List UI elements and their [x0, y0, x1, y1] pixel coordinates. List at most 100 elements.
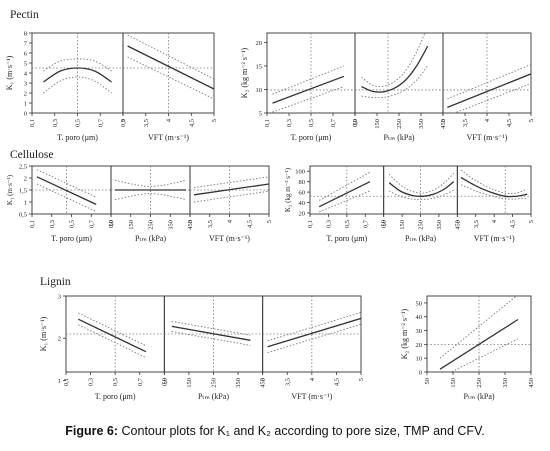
x-tick-label: 0,7: [137, 377, 144, 386]
ci-upper-line: [127, 34, 214, 80]
x-tick-label: 250: [396, 119, 403, 129]
x-tick-label: 4: [491, 219, 498, 223]
x-tick-label: 50: [161, 378, 168, 385]
y-tick-label: 1,5: [19, 188, 27, 195]
section-title: Lignin: [40, 276, 71, 288]
section-title: Cellulose: [10, 149, 53, 161]
ci-upper-line: [171, 320, 251, 336]
panel-3: 3 3,5 4 4,5 5 VFT (m·s⁻¹): [440, 32, 535, 142]
ci-upper-line: [447, 64, 531, 100]
ci-lower-line: [114, 193, 187, 201]
x-tick-label: 3,5: [284, 378, 291, 386]
y-tick-label: 80: [299, 179, 306, 186]
x-tick-label: 3,5: [207, 220, 214, 228]
y-tick-label: 5: [259, 111, 262, 118]
section-title: Pectin: [10, 9, 39, 21]
y-tick-label: 4: [24, 71, 28, 78]
panel-frame: [354, 32, 444, 114]
ci-upper-line: [460, 169, 528, 195]
caption-text: Contour plots for K₁ and K₂ according to…: [121, 424, 485, 438]
ci-lower-line: [193, 190, 269, 203]
y-tick-label: 2: [24, 176, 27, 183]
x-tick-label: 0,7: [97, 118, 104, 127]
x-tick-label: 3,5: [143, 119, 150, 127]
panel-data: [388, 172, 455, 200]
x-tick-label: 5: [266, 220, 273, 223]
x-tick-label: 0,1: [264, 119, 271, 127]
y-tick-label: 3: [58, 294, 61, 301]
x-axis-label: VFT (m·s⁻¹): [474, 234, 515, 243]
x-axis-label: T. poro (μm): [326, 234, 367, 243]
y-tick-label: 7: [24, 41, 28, 48]
chart-group-6: K₂ (kg m⁻² s⁻¹) 0 10 20 30 40 50 50 150 250 350 450…: [400, 295, 535, 401]
x-tick-label: 250: [476, 378, 483, 388]
x-tick-label: 350: [436, 220, 443, 230]
ci-lower-line: [267, 323, 361, 354]
panel-data: [267, 312, 361, 354]
panel-data: [36, 169, 97, 213]
caption-label: Figure 6:: [65, 424, 119, 438]
fit-line: [272, 75, 345, 104]
x-tick-label: 50: [424, 378, 431, 385]
x-tick-label: 50: [352, 119, 359, 126]
x-tick-label: 5: [211, 119, 218, 122]
panel-data: [447, 64, 531, 113]
ci-lower-line: [78, 324, 147, 359]
ci-lower-line: [272, 86, 345, 113]
x-axis-label: T. poro (μm): [57, 133, 98, 142]
y-tick-label: 8: [24, 31, 27, 38]
chart-group-2: K₂ (kg m⁻² s⁻¹) 5 10 15 20 0,1 0,3 0,5 0,7 0,9 T. …: [240, 32, 535, 142]
panel-2: 50 150 250 350 450 Pₜₘ (kPa): [352, 32, 447, 142]
x-tick-label: 350: [418, 119, 425, 129]
fit-line: [447, 73, 531, 109]
y-tick-label: 0: [419, 370, 422, 377]
x-tick-label: 450: [187, 220, 194, 230]
x-tick-label: 4,5: [506, 119, 513, 127]
x-tick-label: 0,5: [344, 220, 351, 228]
x-tick-label: 350: [167, 220, 174, 230]
x-tick-label: 150: [186, 378, 193, 388]
y-tick-label: 3: [24, 81, 27, 88]
y-tick-label: 2,5: [19, 164, 27, 171]
fit-line: [361, 45, 429, 93]
x-axis-label: Pₜₘ (kPa): [198, 392, 229, 401]
ci-upper-line: [36, 169, 97, 198]
x-axis-label: T. poro (μm): [291, 133, 332, 142]
fit-line: [78, 318, 147, 353]
x-axis-label: VFT (m·s⁻¹): [148, 133, 189, 142]
x-tick-label: 0,5: [75, 119, 82, 127]
y-tick-label: 50: [416, 300, 423, 307]
panel-3: 3 3,5 4 4,5 5 VFT (m·s⁻¹): [454, 165, 535, 243]
panel-data: [193, 176, 269, 203]
y-axis-label: K₁ (m·s⁻¹): [5, 55, 14, 90]
x-tick-label: 0,9: [381, 220, 388, 228]
y-tick-label: 15: [256, 63, 263, 70]
ci-lower-line: [361, 65, 428, 99]
x-axis-label: VFT (m·s⁻¹): [467, 133, 508, 142]
x-tick-label: 4,5: [510, 220, 517, 228]
ci-lower-line: [127, 56, 214, 100]
fit-line: [318, 181, 371, 208]
y-axis-label: K₂ (kg m⁻² s⁻¹): [284, 167, 292, 212]
x-tick-label: 0,9: [352, 119, 359, 127]
panel-data: [460, 169, 528, 200]
x-tick-label: 150: [399, 220, 406, 230]
ci-upper-line: [388, 172, 455, 194]
panel-2: 50 150 250 350 450 Pₜₘ (kPa): [161, 295, 267, 401]
panel-frame: [456, 165, 532, 215]
x-tick-label: 5: [528, 119, 535, 122]
panel-3: 3 3,5 4 4,5 5 VFT (m·s⁻¹): [187, 165, 273, 243]
x-axis-label: Pₜₘ (kPa): [135, 234, 166, 243]
fit-line: [171, 325, 251, 341]
ci-upper-line: [43, 58, 112, 72]
panel-data: [318, 171, 371, 213]
chart-group-1: Pectin K₁ (m·s⁻¹) 0 1 2 3 4 5 6 7 8 0,1 0,3 0,5 0,7 0,9…: [5, 9, 218, 142]
fit-line: [388, 181, 455, 197]
x-tick-label: 5: [358, 378, 365, 381]
panel-2: 50 150 250 350 450 Pₜₘ (kPa): [108, 165, 194, 243]
x-tick-label: 4: [227, 219, 234, 223]
x-tick-label: 250: [148, 220, 155, 230]
y-tick-label: 30: [416, 328, 423, 335]
ci-lower-line: [319, 190, 371, 213]
